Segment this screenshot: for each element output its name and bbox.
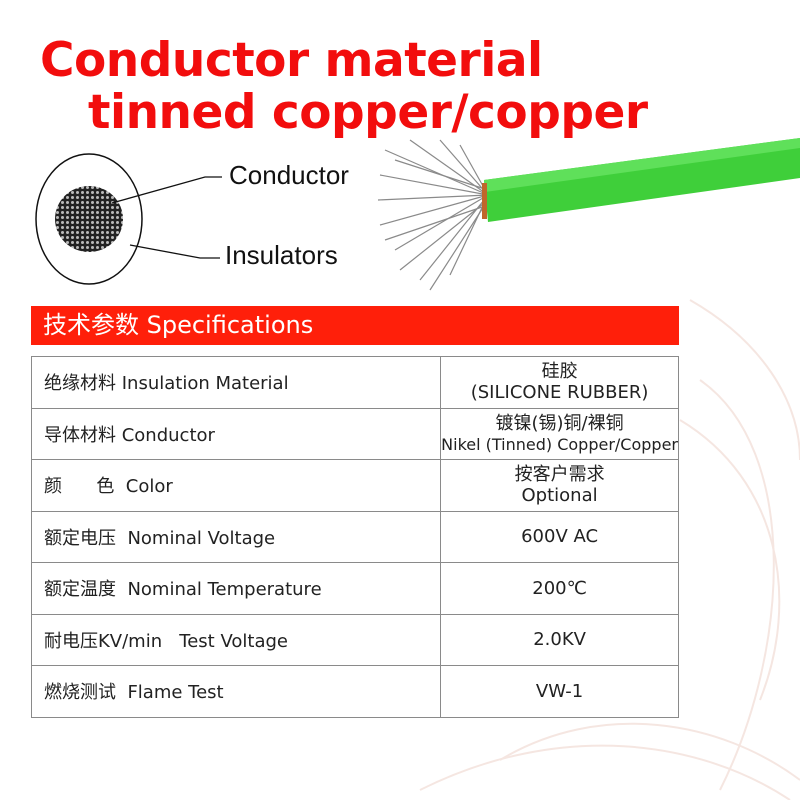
- spec-value: 200℃: [440, 562, 679, 615]
- wire-photo: [377, 138, 800, 291]
- spec-label: 额定温度 Nominal Temperature: [30, 562, 442, 615]
- spec-label: 额定电压 Nominal Voltage: [30, 510, 442, 563]
- cross-section-icon: [35, 153, 222, 285]
- spec-value-cn: 硅胶: [541, 361, 578, 383]
- spec-value-en: (SILICONE RUBBER): [470, 382, 649, 404]
- spec-value: VW-1: [440, 665, 679, 718]
- insulators-label: Insulators: [225, 240, 338, 270]
- title-line-1: Conductor material: [40, 33, 543, 88]
- table-row: 燃烧测试 Flame Test VW-1: [30, 665, 679, 718]
- spec-label: 绝缘材料 Insulation Material: [30, 356, 442, 409]
- spec-value: 600V AC: [440, 510, 679, 563]
- table-row: 耐电压KV/min Test Voltage 2.0KV: [30, 613, 679, 666]
- spec-value-cn: 镀镍(锡)铜/裸铜: [495, 412, 624, 434]
- title-line-2: tinned copper/copper: [88, 85, 648, 140]
- spec-label: 颜 色 Color: [30, 459, 442, 512]
- spec-value-en: Optional: [521, 485, 598, 507]
- specifications-header: 技术参数 Specifications: [31, 306, 679, 345]
- specifications-table: 绝缘材料 Insulation Material 硅胶 (SILICONE RUBB…: [30, 356, 679, 718]
- spec-label: 燃烧测试 Flame Test: [30, 665, 442, 718]
- spec-value: 镀镍(锡)铜/裸铜 Nikel (Tinned) Copper/Copper: [440, 407, 679, 460]
- spec-value: 硅胶 (SILICONE RUBBER): [440, 356, 679, 409]
- spec-label: 导体材料 Conductor: [30, 407, 442, 460]
- table-row: 导体材料 Conductor 镀镍(锡)铜/裸铜 Nikel (Tinned) Co…: [30, 407, 679, 460]
- spec-value: 按客户需求 Optional: [440, 459, 679, 512]
- table-row: 颜 色 Color 按客户需求 Optional: [30, 459, 679, 512]
- background-wire-coil: [419, 299, 800, 800]
- conductor-label: Conductor: [229, 160, 349, 190]
- spec-value: 2.0KV: [440, 613, 679, 666]
- table-row: 额定温度 Nominal Temperature 200℃: [30, 562, 679, 615]
- table-row: 额定电压 Nominal Voltage 600V AC: [30, 510, 679, 563]
- table-row: 绝缘材料 Insulation Material 硅胶 (SILICONE RUBB…: [30, 356, 679, 409]
- spec-label: 耐电压KV/min Test Voltage: [30, 613, 442, 666]
- spec-value-cn: 按客户需求: [514, 464, 605, 486]
- spec-value-en: Nikel (Tinned) Copper/Copper: [441, 434, 678, 454]
